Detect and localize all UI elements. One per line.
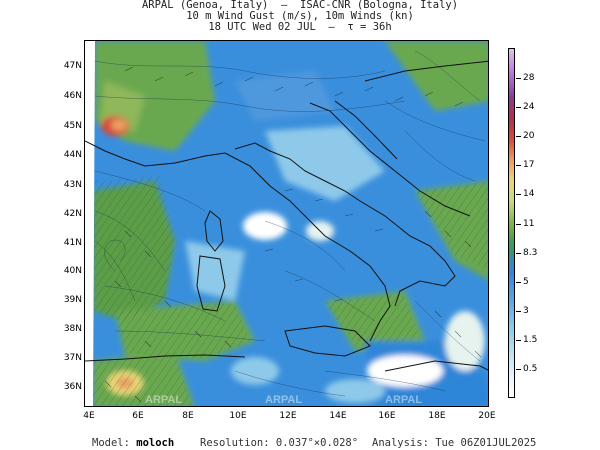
colorbar xyxy=(508,48,515,398)
lon-label: 6E xyxy=(132,411,144,421)
colorbar-label: 0.5 xyxy=(523,364,538,374)
wind-barbs xyxy=(104,66,482,403)
resolution-label: Resolution: xyxy=(200,437,270,449)
lat-label: 36N xyxy=(63,382,82,392)
watermark-3: ARPAL xyxy=(385,394,422,406)
footer-resolution: Resolution: 0.037°×0.028° xyxy=(200,437,358,449)
lat-label: 43N xyxy=(63,180,82,190)
lat-label: 47N xyxy=(63,61,82,71)
resolution-value: 0.037°×0.028° xyxy=(275,437,359,449)
lon-label: 4E xyxy=(83,411,95,421)
watermark-2: ARPAL xyxy=(265,394,302,406)
colorbar-label: 20 xyxy=(523,131,535,141)
lat-label: 46N xyxy=(63,91,82,101)
model-value: moloch xyxy=(136,437,175,449)
lat-label: 37N xyxy=(63,353,82,363)
colorbar-label: 8.3 xyxy=(523,248,538,258)
footer-model: Model: moloch xyxy=(92,437,174,449)
lon-label: 16E xyxy=(378,411,396,421)
header-valid-time: 18 UTC Wed 02 JUL — τ = 36h xyxy=(208,21,392,33)
colorbar-label: 24 xyxy=(523,102,535,112)
coastlines xyxy=(85,60,488,372)
lon-label: 20E xyxy=(478,411,496,421)
analysis-value: Tue 06Z01JUL2025 xyxy=(435,437,537,449)
lat-label: 42N xyxy=(63,209,82,219)
lon-label: 18E xyxy=(428,411,446,421)
lon-label: 12E xyxy=(279,411,297,421)
lat-label: 38N xyxy=(63,324,82,334)
lat-label: 44N xyxy=(63,150,82,160)
colorbar-label: 28 xyxy=(523,73,535,83)
map-header: ARPAL (Genoa, Italy) — ISAC-CNR (Bologna… xyxy=(0,0,600,33)
wind-field-svg: ARPAL ARPAL ARPAL xyxy=(85,41,488,406)
lat-label: 41N xyxy=(63,238,82,248)
colorbar-label: 14 xyxy=(523,189,535,199)
lat-label: 39N xyxy=(63,295,82,305)
lat-label: 40N xyxy=(63,266,82,276)
colorbar-label: 3 xyxy=(523,306,529,316)
header-variable: 10 m Wind Gust (m/s), 10m Winds (kn) xyxy=(186,10,414,22)
model-label: Model: xyxy=(92,437,130,449)
wind-streamlines xyxy=(94,50,486,397)
colorbar-label: 5 xyxy=(523,277,529,287)
watermark-1: ARPAL xyxy=(145,394,182,406)
analysis-label: Analysis: xyxy=(372,437,429,449)
forecast-map[interactable]: ARPAL ARPAL ARPAL xyxy=(84,40,489,407)
header-institutions: ARPAL (Genoa, Italy) — ISAC-CNR (Bologna… xyxy=(141,0,459,11)
lat-label: 45N xyxy=(63,121,82,131)
lon-label: 10E xyxy=(229,411,247,421)
colorbar-label: 17 xyxy=(523,160,535,170)
lon-label: 14E xyxy=(329,411,347,421)
footer-analysis: Analysis: Tue 06Z01JUL2025 xyxy=(372,437,536,449)
colorbar-label: 11 xyxy=(523,219,535,229)
colorbar-label: 1.5 xyxy=(523,335,538,345)
lon-label: 8E xyxy=(182,411,194,421)
watermarks: ARPAL ARPAL ARPAL xyxy=(145,394,422,406)
